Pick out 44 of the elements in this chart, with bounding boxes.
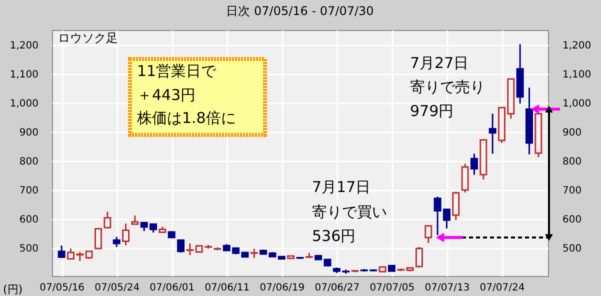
x-tick-label: 07/06/27 (314, 282, 360, 294)
x-tick-label: 07/07/13 (424, 282, 470, 294)
y2-tick-label: 800 (562, 156, 582, 168)
annotation: ロウソク足 (58, 31, 118, 45)
y2-tick-label: 500 (562, 243, 582, 254)
candlestick (122, 222, 130, 246)
y-tick-label: 1,100 (10, 70, 38, 81)
y-tick-label: 1,200 (10, 40, 38, 52)
candlestick (112, 236, 120, 248)
x-tick-label: 07/06/01 (150, 282, 195, 294)
annotation: 7月17日 (312, 178, 371, 196)
y-tick-label: 1,000 (10, 98, 38, 110)
y-axis-title: (円) (3, 283, 23, 296)
y-tick-label: 600 (19, 214, 38, 226)
x-tick-label: 07/05/16 (40, 282, 85, 294)
candlestick (58, 244, 66, 259)
y2-tick-label: 1,200 (562, 40, 592, 52)
y-tick-label: 700 (19, 185, 38, 196)
annotation: 979円 (410, 102, 454, 120)
annotation: 536円 (312, 227, 356, 245)
candlestick (488, 112, 496, 154)
x-tick-label: 07/07/05 (370, 282, 415, 294)
y-tick-label: 500 (19, 243, 38, 254)
chart-title: 日次 07/05/16 - 07/07/30 (226, 4, 374, 18)
x-tick-label: 07/06/19 (260, 282, 305, 294)
y2-tick-label: 600 (562, 214, 582, 226)
annotation: 株価は1.8倍に (136, 109, 236, 127)
y2-tick-label: 700 (562, 185, 582, 196)
y-tick-label: 800 (19, 156, 38, 168)
y2-tick-label: 1,100 (562, 70, 592, 81)
candlestick (470, 152, 478, 176)
x-tick-label: 07/06/11 (204, 282, 250, 294)
annotation: 寄りで売り (410, 78, 485, 96)
x-tick-label: 07/05/24 (94, 282, 140, 294)
y2-tick-label: 1,000 (562, 98, 592, 110)
annotation: 11営業日で (137, 62, 218, 80)
x-tick-label: 07/07/24 (480, 282, 525, 294)
y-tick-label: 900 (19, 127, 38, 138)
annotation: ＋443円 (137, 86, 196, 104)
candlestick (424, 225, 432, 244)
candlestick (177, 238, 185, 254)
annotation: 7月27日 (410, 54, 469, 72)
annotation: 寄りで買い (312, 203, 387, 221)
y2-tick-label: 900 (562, 127, 582, 138)
